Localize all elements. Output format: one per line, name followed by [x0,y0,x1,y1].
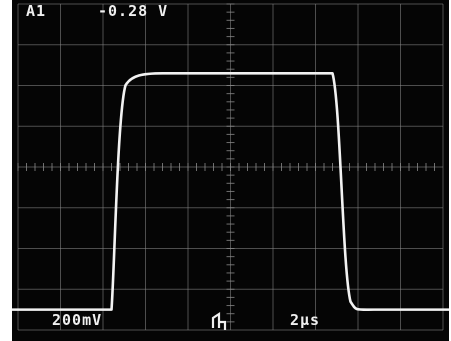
graticule-grid [17,3,444,331]
channel-value-readout: -0.28 V [98,2,169,20]
oscilloscope-screen: A1 -0.28 V 200mV 2µs [12,0,449,341]
trigger-slope-icon [209,310,229,332]
volts-per-division-readout: 200mV [52,311,103,329]
channel-label: A1 [26,2,47,20]
graticule-and-trace [12,3,449,331]
time-per-division-readout: 2µs [290,311,321,329]
waveform-trace [12,71,449,311]
